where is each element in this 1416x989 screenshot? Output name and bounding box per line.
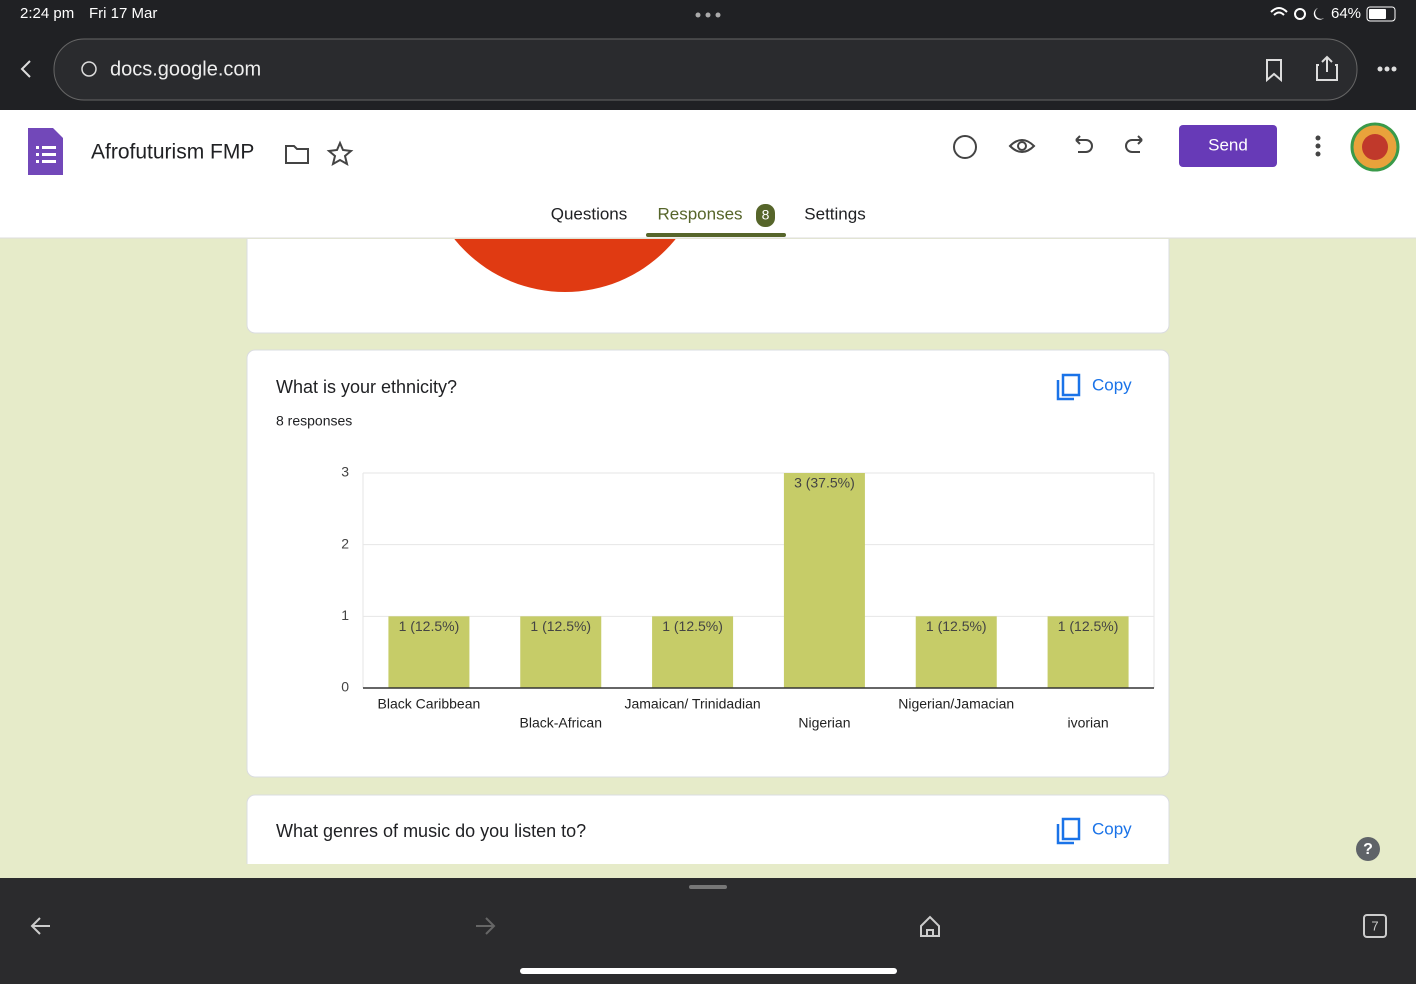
bottom-toolbar	[0, 878, 1416, 984]
badge-count: 8	[762, 207, 770, 223]
help-button[interactable]	[1356, 837, 1380, 861]
value-label: 1 (12.5%)	[926, 618, 987, 634]
grabber	[689, 885, 727, 889]
url-bar[interactable]	[53, 38, 1358, 101]
battery-icon	[1366, 6, 1396, 22]
tab[interactable]: Settings	[804, 204, 865, 223]
date: Fri 17 Mar	[89, 5, 157, 22]
bookmark-icon[interactable]	[1266, 59, 1282, 83]
question-title: What is your ethnicity?	[276, 377, 457, 397]
moon-icon	[1313, 8, 1324, 20]
redo-icon[interactable]	[1125, 135, 1143, 153]
x-tick-label: Nigerian	[798, 715, 850, 731]
bar	[1047, 616, 1129, 688]
home-button[interactable]	[920, 915, 940, 937]
form-title[interactable]: Afrofuturism FMP	[91, 141, 254, 164]
content: What is your ethnicity? 8 responses Copy…	[246, 239, 1170, 864]
copy-icon[interactable]	[1056, 373, 1081, 401]
value-label: 1 (12.5%)	[399, 618, 460, 634]
bar	[388, 616, 470, 688]
response-count: 8 responses	[276, 413, 352, 429]
tab-indicator	[646, 233, 786, 237]
battery-level	[1369, 9, 1386, 19]
time: 2:24 pm	[20, 5, 74, 22]
value-label: 1 (12.5%)	[530, 618, 591, 634]
value-label: 1 (12.5%)	[1058, 618, 1119, 634]
folder-icon[interactable]	[285, 145, 309, 164]
value-label: 3 (37.5%)	[794, 475, 855, 491]
home-indicator	[520, 968, 897, 974]
logo-lines	[36, 146, 56, 163]
preview-pupil	[1017, 141, 1027, 151]
tabs-button[interactable]	[1363, 914, 1387, 938]
help-icon: ?	[1363, 841, 1373, 858]
star-icon[interactable]	[326, 140, 354, 167]
nav-forward[interactable]	[476, 917, 496, 935]
x-tick-label: Jamaican/ Trinidadian	[624, 696, 760, 712]
previous-card	[246, 239, 1170, 334]
copy-button[interactable]: Copy	[1092, 819, 1132, 838]
info-icon[interactable]	[81, 61, 97, 77]
forms-logo	[28, 128, 63, 175]
copy-button[interactable]: Copy	[1092, 375, 1132, 394]
preview-icon[interactable]	[1008, 139, 1036, 153]
send-button[interactable]	[1179, 125, 1277, 167]
battery-text: 64%	[1331, 5, 1361, 22]
more-menu[interactable]	[1377, 66, 1397, 72]
share-icon[interactable]	[1316, 55, 1338, 81]
tab-count: 7	[1371, 918, 1378, 933]
question-card	[246, 349, 1170, 778]
nav-back[interactable]	[30, 917, 50, 935]
multitask-dots	[695, 12, 721, 18]
y-tick-label: 2	[341, 535, 349, 551]
y-tick-label: 0	[341, 679, 349, 695]
bar	[652, 616, 734, 688]
x-tick-label: ivorian	[1067, 715, 1108, 731]
lock-icon	[1294, 8, 1306, 20]
bar	[520, 616, 602, 688]
send-label: Send	[1208, 135, 1248, 154]
tab[interactable]: Questions	[551, 204, 628, 223]
badge	[756, 204, 775, 227]
copy-icon[interactable]	[1056, 817, 1081, 845]
url: docs.google.com	[110, 58, 261, 80]
x-tick-label: Black Caribbean	[378, 696, 481, 712]
palette-icon[interactable]	[953, 135, 977, 159]
form-menu[interactable]	[1315, 135, 1321, 157]
bar-chart: 0 1 2 3 1 (12.5%) Black Caribbean 1 (12.5%) Bla…	[341, 464, 1155, 731]
x-tick-label: Nigerian/Jamacian	[898, 696, 1014, 712]
undo-icon[interactable]	[1075, 135, 1093, 153]
y-tick-label: 1	[341, 607, 349, 623]
pie-fragment	[454, 239, 676, 292]
x-tick-label: Black-African	[520, 715, 602, 731]
question-title: What genres of music do you listen to?	[276, 821, 586, 841]
value-label: 1 (12.5%)	[662, 618, 723, 634]
next-card	[246, 794, 1170, 864]
back-button[interactable]	[20, 60, 31, 78]
bar	[915, 616, 997, 688]
avatar-detail	[1362, 134, 1388, 160]
tab-active[interactable]: Responses	[657, 204, 742, 223]
y-tick-label: 3	[341, 464, 349, 480]
bar	[783, 473, 865, 688]
wifi-icon	[1270, 7, 1288, 16]
